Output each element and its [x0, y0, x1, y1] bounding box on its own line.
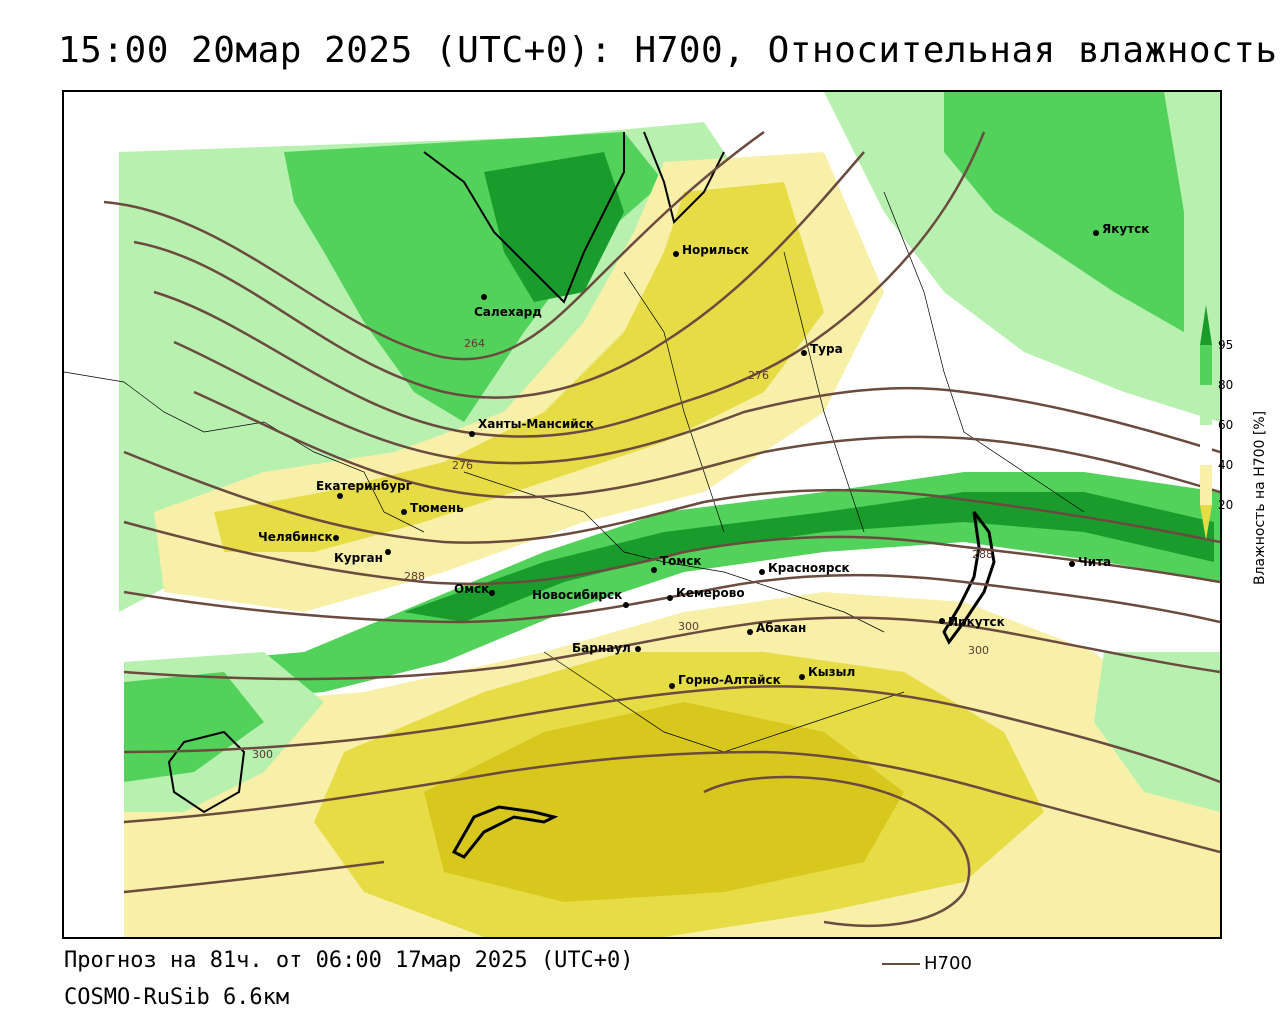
humidity-map: 264 276 276 288 288 300 300 300 Салехард…: [64, 92, 1220, 937]
city-label-chita: Чита: [1078, 555, 1111, 569]
contour-label: 276: [452, 459, 473, 472]
city-label-yakutsk: Якутск: [1102, 222, 1149, 236]
city-marker: [385, 549, 391, 555]
city-label-yekaterinburg: Екатеринбург: [316, 479, 412, 493]
wet-band-central: [194, 472, 1220, 702]
model-name: COSMO-RuSib 6.6км: [64, 985, 290, 1010]
city-label-norilsk: Норильск: [682, 243, 749, 257]
city-marker: [799, 674, 805, 680]
city-marker: [401, 509, 407, 515]
city-marker: [669, 683, 675, 689]
city-marker: [337, 493, 343, 499]
city-label-tomsk: Томск: [660, 554, 702, 568]
very-dry-area-central: [214, 182, 824, 552]
contour-line-swatch: [882, 962, 920, 965]
contour-label: 300: [678, 620, 699, 633]
chart-title: 15:00 20мар 2025 (UTC+0): H700, Относите…: [58, 30, 1278, 71]
legend-tick: 20: [1218, 498, 1233, 512]
contour-line-legend-label: H700: [924, 953, 972, 974]
legend-tick: 80: [1218, 378, 1233, 392]
city-marker: [759, 569, 765, 575]
city-label-tura: Тура: [810, 342, 843, 356]
legend-tick: 60: [1218, 418, 1233, 432]
color-legend: 95 80 60 40 20 Влажность на H700 [%]: [1200, 305, 1268, 585]
city-marker: [673, 251, 679, 257]
saturated-area-yamal: [484, 152, 624, 302]
lake-baikal-outline: [942, 511, 996, 645]
legend-band-80: [1200, 385, 1212, 425]
wet-area-southwest: [124, 672, 264, 782]
legend-cap-bottom: [1200, 505, 1212, 540]
boundary-layer: [167, 131, 996, 859]
saturated-band-central: [404, 492, 1214, 622]
city-marker: [1069, 561, 1075, 567]
contour-line-legend: H700: [882, 953, 972, 974]
city-label-kemerovo: Кемерово: [676, 586, 745, 600]
contour-label: 288: [972, 548, 993, 561]
contour-label-layer: 264 276 276 288 288 300 300 300: [252, 337, 993, 761]
humidity-fill-layer: [119, 92, 1220, 937]
city-marker: [939, 618, 945, 624]
city-marker: [747, 629, 753, 635]
city-label-salekhard: Салехард: [474, 305, 542, 319]
city-label-khanty-mansiysk: Ханты-Мансийск: [478, 417, 594, 431]
city-marker: [667, 595, 673, 601]
contour-label: 264: [464, 337, 485, 350]
city-marker: [1093, 230, 1099, 236]
legend-cap-top: [1200, 305, 1212, 345]
city-marker: [481, 294, 487, 300]
city-label-chelyabinsk: Челябинск: [258, 530, 333, 544]
legend-title: Влажность на H700 [%]: [1252, 411, 1268, 585]
city-marker: [489, 590, 495, 596]
aral-sea-outline: [167, 730, 246, 814]
contour-label: 288: [404, 570, 425, 583]
city-label-tyumen: Тюмень: [410, 501, 464, 515]
lake-balkhash-outline: [451, 805, 559, 859]
city-label-barnaul: Барнаул: [572, 641, 631, 655]
legend-band-95: [1200, 345, 1212, 385]
city-label-abakan: Абакан: [756, 621, 806, 635]
city-marker: [623, 602, 629, 608]
contour-label: 300: [252, 748, 273, 761]
contour-label: 276: [748, 369, 769, 382]
legend-band-60: [1200, 425, 1212, 465]
legend-tick: 95: [1218, 338, 1233, 352]
h700-contours: [103, 130, 1220, 927]
legend-tick: 40: [1218, 458, 1233, 472]
city-label-kurgan: Курган: [334, 551, 383, 565]
legend-band-40: [1200, 465, 1212, 505]
city-marker: [333, 535, 339, 541]
contour-label: 300: [968, 644, 989, 657]
city-label-novosibirsk: Новосибирск: [532, 588, 622, 602]
region-borders: [64, 191, 1085, 753]
city-label-kyzyl: Кызыл: [808, 665, 855, 679]
yamal-coastline: [423, 131, 725, 304]
city-label-omsk: Омск: [454, 582, 489, 596]
city-marker: [801, 350, 807, 356]
city-label-krasnoyarsk: Красноярск: [768, 561, 850, 575]
city-marker: [469, 431, 475, 437]
map-panel: 264 276 276 288 288 300 300 300 Салехард…: [62, 90, 1222, 939]
city-label-irkutsk: Иркутск: [948, 615, 1005, 629]
city-marker: [651, 567, 657, 573]
city-layer: Салехард Норильск Якутск Тура Ханты-Манс…: [258, 222, 1149, 689]
moist-area-southeast: [1094, 652, 1220, 812]
city-marker: [635, 646, 641, 652]
wet-area-northeast: [944, 92, 1184, 332]
city-label-gorno-altaysk: Горно-Алтайск: [678, 673, 781, 687]
forecast-info: Прогноз на 81ч. от 06:00 17мар 2025 (UTC…: [64, 948, 634, 973]
